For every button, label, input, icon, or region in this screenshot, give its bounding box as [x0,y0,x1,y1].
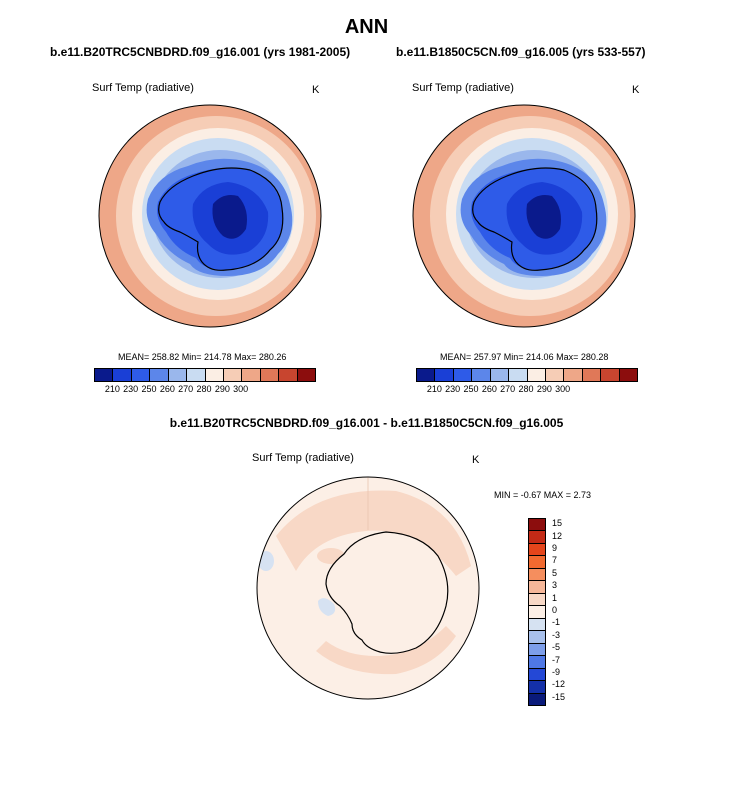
colorbar-tick-label: 230 [445,384,461,394]
colorbar-tick-label: 210 [426,384,442,394]
colorbar-tick-label: 280 [518,384,534,394]
colorbar-tick-label: -3 [552,629,561,640]
colorbar-swatch [279,369,298,381]
colorbar-swatch [150,369,169,381]
colorbar-swatch [435,369,454,381]
colorbar-tick-label: 7 [552,555,558,566]
colorbar-tick-label: 260 [481,384,497,394]
panel-2-colorbar [416,368,638,382]
diff-panel-units: K [472,454,480,466]
colorbar-swatch [529,681,545,694]
figure-title: ANN [344,16,389,38]
panel-1-colorbar [94,368,316,382]
colorbar-tick-label: 0 [552,605,558,615]
colorbar-swatch [242,369,261,381]
panel-1-units: K [312,84,320,96]
colorbar-tick-label: 260 [159,384,175,394]
panel-1-stats: MEAN= 258.82 Min= 214.78 Max= 280.26 [118,352,287,362]
diff-panel-colorbar-ticks: 15 12 9 7 5 3 1 0 -1 -3 -5 -7 -9 -12 -15 [552,518,582,704]
colorbar-swatch [619,369,638,381]
colorbar-swatch [168,369,188,381]
panel-2-case-title: b.e11.B1850C5CN.f09_g16.005 (yrs 533-557… [396,45,646,59]
colorbar-swatch [529,593,545,607]
colorbar-swatch [95,369,114,381]
colorbar-tick-label: -12 [552,679,566,690]
diff-panel-polar-map [256,476,480,700]
colorbar-swatch [472,369,491,381]
colorbar-tick-label: -9 [552,667,561,677]
colorbar-swatch [529,581,545,594]
colorbar-tick-label: 300 [233,384,249,394]
colorbar-tick-label: 230 [123,384,139,394]
colorbar-swatch [453,369,473,381]
colorbar-tick-label: 270 [500,384,516,394]
colorbar-swatch [582,369,602,381]
colorbar-swatch [113,369,132,381]
colorbar-swatch [529,531,545,544]
colorbar-tick-label: 270 [178,384,194,394]
colorbar-swatch [529,556,545,569]
diff-panel-variable-label: Surf Temp (radiative) [252,452,354,464]
colorbar-tick-label: 1 [552,592,558,603]
diff-panel-title: b.e11.B20TRC5CNBDRD.f09_g16.001 - b.e11.… [169,416,564,430]
colorbar-swatch [260,369,280,381]
colorbar-tick-label: 250 [463,384,479,394]
diff-panel-colorbar [528,518,546,706]
colorbar-swatch [417,369,436,381]
colorbar-swatch [529,631,545,644]
colorbar-tick-label: 9 [552,543,558,553]
colorbar-tick-label: 300 [555,384,571,394]
colorbar-tick-label: 290 [214,384,230,394]
panel-2-variable-label: Surf Temp (radiative) [412,82,514,94]
colorbar-tick-label: -15 [552,691,566,702]
colorbar-swatch [529,606,545,619]
panel-2-polar-map [412,104,636,328]
colorbar-tick-label: -7 [552,654,561,665]
colorbar-swatch [527,369,546,381]
panel-2-colorbar-ticks: 210 230 250 260 270 280 290 300 [416,384,636,396]
colorbar-swatch [490,369,510,381]
colorbar-tick-label: -5 [552,642,561,653]
colorbar-tick-label: 12 [552,530,563,541]
colorbar-swatch [297,369,316,381]
colorbar-tick-label: 3 [552,580,558,591]
diff-panel-stats: MIN = -0.67 MAX = 2.73 [494,490,592,500]
panel-1-colorbar-ticks: 210 230 250 260 270 280 290 300 [94,384,314,396]
colorbar-swatch [509,369,528,381]
colorbar-swatch [564,369,583,381]
colorbar-tick-label: 5 [552,567,558,578]
colorbar-tick-label: -1 [552,617,561,628]
colorbar-swatch [205,369,224,381]
colorbar-swatch [529,668,545,682]
colorbar-swatch [529,543,545,557]
colorbar-tick-label: 210 [104,384,120,394]
colorbar-swatch [187,369,206,381]
colorbar-swatch [529,693,545,706]
colorbar-swatch [529,618,545,632]
panel-2-units: K [632,84,640,96]
colorbar-swatch [529,643,545,657]
colorbar-tick-label: 15 [552,518,563,529]
colorbar-swatch [601,369,620,381]
panel-1-polar-map [98,104,322,328]
colorbar-tick-label: 250 [141,384,157,394]
panel-1-case-title: b.e11.B20TRC5CNBDRD.f09_g16.001 (yrs 198… [50,45,351,59]
colorbar-swatch [223,369,243,381]
panel-1-variable-label: Surf Temp (radiative) [92,82,194,94]
colorbar-swatch [545,369,565,381]
panel-2-stats: MEAN= 257.97 Min= 214.06 Max= 280.28 [440,352,609,362]
colorbar-tick-label: 280 [196,384,212,394]
colorbar-tick-label: 290 [536,384,552,394]
colorbar-swatch [529,519,545,532]
colorbar-swatch [529,568,545,582]
colorbar-swatch [131,369,151,381]
colorbar-swatch [529,656,545,669]
